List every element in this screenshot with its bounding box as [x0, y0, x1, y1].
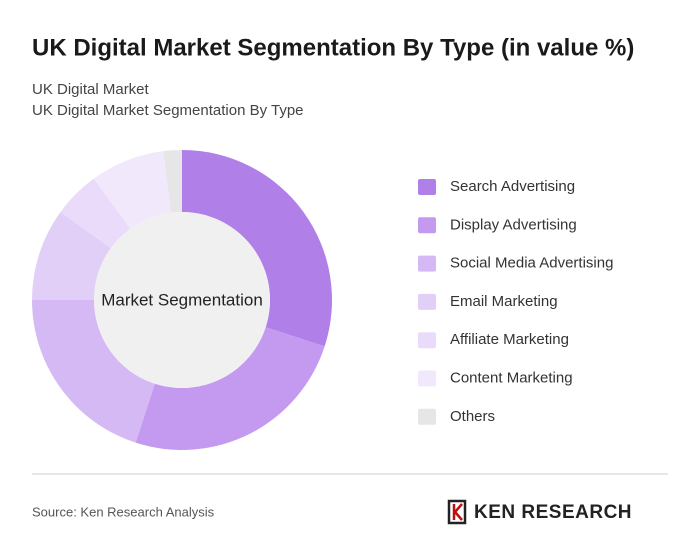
- slice: [60, 178, 131, 249]
- subtitle: UK Digital Market: [32, 81, 150, 98]
- slice: [93, 151, 171, 229]
- legend-label: Social Media Advertising: [450, 255, 613, 272]
- legend-swatch: [418, 217, 436, 234]
- legend-label: Content Marketing: [450, 369, 573, 386]
- legend-swatch: [418, 370, 436, 387]
- center-label: Market Segmentation: [101, 290, 263, 309]
- slice: [32, 211, 111, 300]
- slice: [135, 327, 325, 450]
- slice: [32, 300, 155, 443]
- chart-title: UK Digital Market Segmentation By Type (…: [32, 34, 634, 61]
- legend-label: Email Marketing: [450, 293, 558, 310]
- legend-swatch: [418, 332, 436, 349]
- slice: [182, 150, 332, 347]
- logo-icon: [452, 503, 463, 521]
- legend-label: Others: [450, 408, 495, 425]
- source: Source: Ken Research Analysis: [32, 504, 215, 519]
- legend-swatch: [418, 408, 436, 425]
- legend-swatch: [418, 293, 436, 310]
- logo-icon: [447, 499, 467, 525]
- legend-swatch: [418, 255, 436, 272]
- legend-label: Display Advertising: [450, 216, 577, 233]
- brand: KEN RESEARCH: [474, 502, 632, 523]
- legend-label: Search Advertising: [450, 178, 575, 195]
- logo: KEN RESEARCH: [447, 499, 632, 525]
- center-disc: [94, 212, 270, 388]
- slice: [163, 150, 182, 213]
- legend-label: Affiliate Marketing: [450, 331, 569, 348]
- legend-swatch: [418, 179, 436, 195]
- subtitle: UK Digital Market Segmentation By Type: [32, 102, 304, 119]
